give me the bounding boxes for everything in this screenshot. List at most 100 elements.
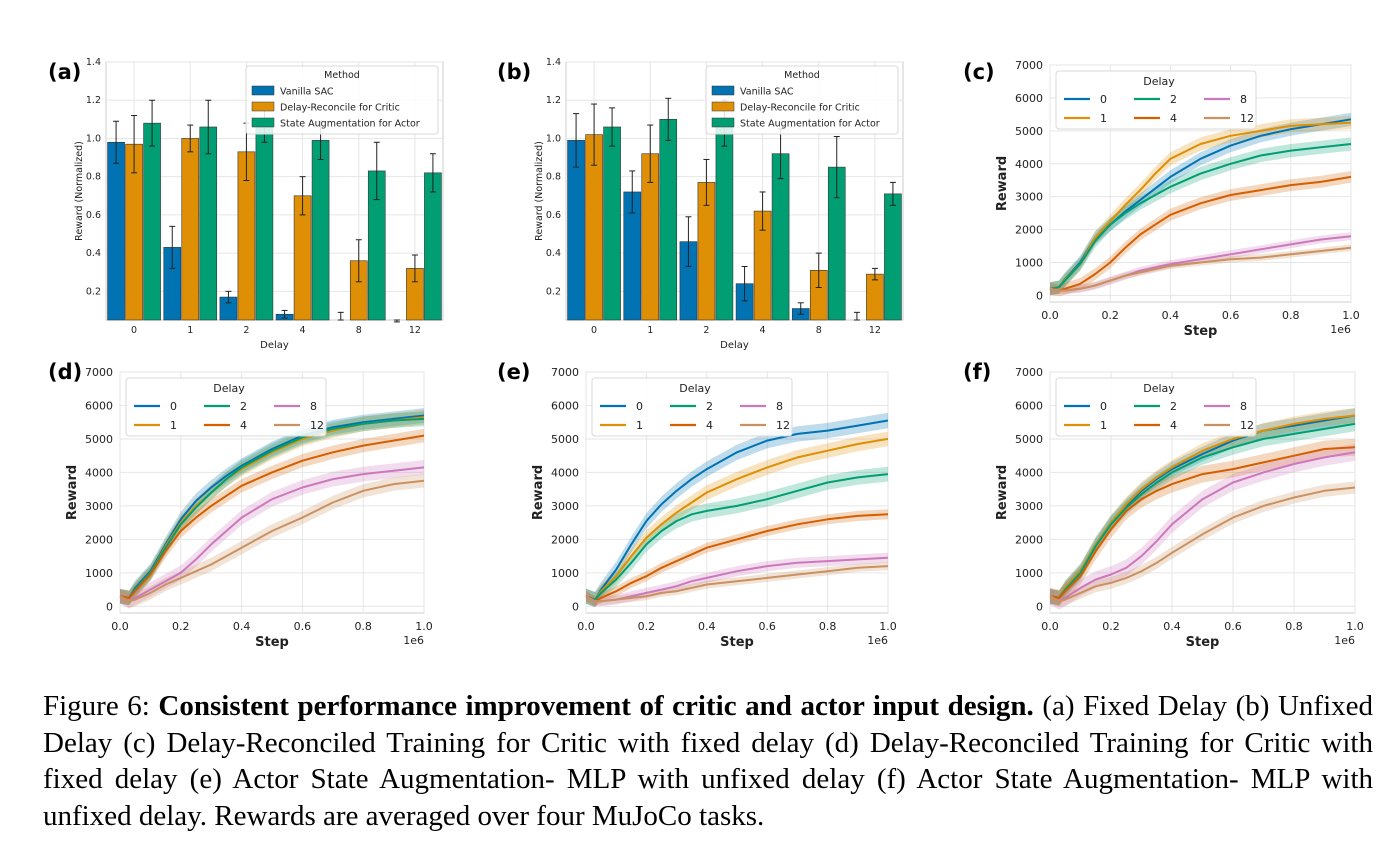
- y-axis-label: Reward: [531, 465, 546, 520]
- y-tick-label: 2000: [551, 533, 579, 546]
- x-tick-label: 0.0: [577, 620, 595, 633]
- y-tick-label: 5000: [551, 433, 579, 446]
- caption-bold: Consistent performance improvement of cr…: [158, 690, 1034, 722]
- y-tick-label: 7000: [1015, 366, 1043, 379]
- bar-delay-reconcile-for-critic: [181, 138, 200, 321]
- y-tick-label: 3000: [1015, 500, 1043, 513]
- bar-chart-0: 0.20.40.60.81.01.21.40 1 2 4 8 12DelayReward …: [74, 57, 444, 351]
- y-tick-label: 4000: [1015, 158, 1043, 171]
- line-series-8: [1049, 451, 1356, 603]
- y-tick-label: 5000: [1015, 433, 1043, 446]
- y-tick-label: 1000: [551, 567, 579, 580]
- confidence-band-1: [586, 431, 888, 607]
- x-axis-label: Step: [1184, 324, 1218, 339]
- legend-box: [705, 65, 899, 135]
- x-tick-label: 1.0: [1346, 620, 1364, 633]
- panel-label: (c): [963, 60, 995, 84]
- x-tick-label: 0.0: [1041, 620, 1059, 633]
- x-tick-label: 0.6: [758, 620, 776, 633]
- legend-label: State Augmentation for Actor: [280, 119, 420, 130]
- x-scale-label: 1e6: [403, 634, 424, 647]
- y-tick-label: 0.2: [86, 286, 101, 297]
- y-tick-label: 1000: [85, 567, 113, 580]
- bar-delay-reconcile-for-critic: [866, 273, 884, 321]
- x-tick-label: 12: [869, 325, 881, 336]
- bar-state-augmentation-for-actor: [424, 172, 442, 321]
- legend-swatch: [711, 101, 735, 112]
- legend-label: 12: [310, 419, 324, 432]
- x-tick-label: 1: [647, 325, 653, 336]
- y-tick-label: 5000: [85, 433, 113, 446]
- line-chart-3: 0 1000 2000 3000 4000 5000 6000 7000 0.0 0.2 0.4 0.…: [65, 366, 433, 650]
- legend-label: 0: [636, 400, 643, 413]
- x-scale-label: 1e6: [867, 634, 888, 647]
- y-tick-label: 2000: [1015, 533, 1043, 546]
- y-tick-label: 0.6: [546, 210, 561, 221]
- line-chart-4: 0 1000 2000 3000 4000 5000 6000 7000 0.0 0.2 0.4 0.…: [531, 366, 897, 650]
- panel-label: (b): [497, 60, 531, 84]
- line-series-4: [1049, 175, 1352, 292]
- y-tick-label: 1.2: [86, 95, 101, 106]
- confidence-band-2: [586, 466, 888, 607]
- x-scale-label: 1e6: [1330, 323, 1351, 336]
- y-tick-label: 0: [1036, 289, 1043, 302]
- y-tick-label: 1000: [1015, 567, 1043, 580]
- line-series-12: [1049, 486, 1356, 603]
- legend-label: 8: [310, 400, 317, 413]
- legend-title: Method: [324, 70, 360, 81]
- legend-label: 0: [1100, 93, 1107, 106]
- x-tick-label: 0.8: [1282, 309, 1300, 322]
- y-tick-label: 3000: [1015, 191, 1043, 204]
- legend-label: 4: [240, 419, 247, 432]
- y-tick-label: 0: [1036, 600, 1043, 613]
- legend-label: 4: [1170, 112, 1177, 125]
- y-tick-label: 6000: [85, 399, 113, 412]
- x-tick-label: 0.6: [1224, 620, 1242, 633]
- x-tick-label: 0.2: [1101, 309, 1119, 322]
- confidence-band-12: [120, 474, 424, 608]
- legend-swatch: [251, 85, 275, 96]
- bar-vanilla-sac: [107, 141, 125, 321]
- panel-label: (f): [963, 360, 991, 384]
- bar-state-augmentation-for-actor: [311, 140, 330, 321]
- confidence-band-4: [586, 509, 888, 607]
- y-tick-label: 0.8: [546, 172, 561, 183]
- legend-swatch: [251, 101, 275, 112]
- x-tick-label: 0: [591, 325, 597, 336]
- x-tick-label: 0.2: [638, 620, 656, 633]
- legend-label: Delay-Reconcile for Critic: [280, 103, 400, 114]
- confidence-band-12: [1050, 481, 1355, 608]
- x-axis-label: Step: [720, 635, 754, 650]
- x-tick-label: 2: [703, 325, 709, 336]
- y-axis-label: Reward (Normalized): [74, 141, 85, 241]
- y-axis-label: Reward: [65, 465, 80, 520]
- x-tick-label: 1.0: [879, 620, 897, 633]
- y-tick-label: 4000: [551, 466, 579, 479]
- y-tick-label: 7000: [551, 366, 579, 379]
- legend-label: Vanilla SAC: [280, 87, 334, 98]
- legend-title: Delay: [1143, 75, 1175, 88]
- x-tick-label: 0.0: [1041, 309, 1059, 322]
- legend-label: 0: [170, 400, 177, 413]
- x-tick-label: 0.4: [1163, 620, 1181, 633]
- y-tick-label: 1.4: [546, 57, 561, 68]
- y-tick-label: 6000: [1015, 399, 1043, 412]
- legend-title: Delay: [1143, 382, 1175, 395]
- confidence-band-1: [1050, 408, 1355, 606]
- line-series-2: [1049, 143, 1352, 290]
- x-tick-label: 1.0: [1342, 309, 1360, 322]
- x-tick-label: 0.4: [698, 620, 716, 633]
- legend-label: 1: [170, 419, 177, 432]
- legend-label: 12: [776, 419, 790, 432]
- line-series-1: [585, 437, 889, 601]
- legend-label: 8: [1240, 400, 1247, 413]
- x-tick-label: 0.6: [1222, 309, 1240, 322]
- line-series-12: [1049, 246, 1352, 292]
- legend-label: 8: [1240, 93, 1247, 106]
- x-tick-label: 8: [816, 325, 822, 336]
- confidence-band-2: [1050, 137, 1351, 296]
- x-tick-label: 0.4: [1162, 309, 1180, 322]
- line-series-2: [585, 473, 889, 601]
- y-tick-label: 1.0: [86, 133, 101, 144]
- y-tick-label: 7000: [85, 366, 113, 379]
